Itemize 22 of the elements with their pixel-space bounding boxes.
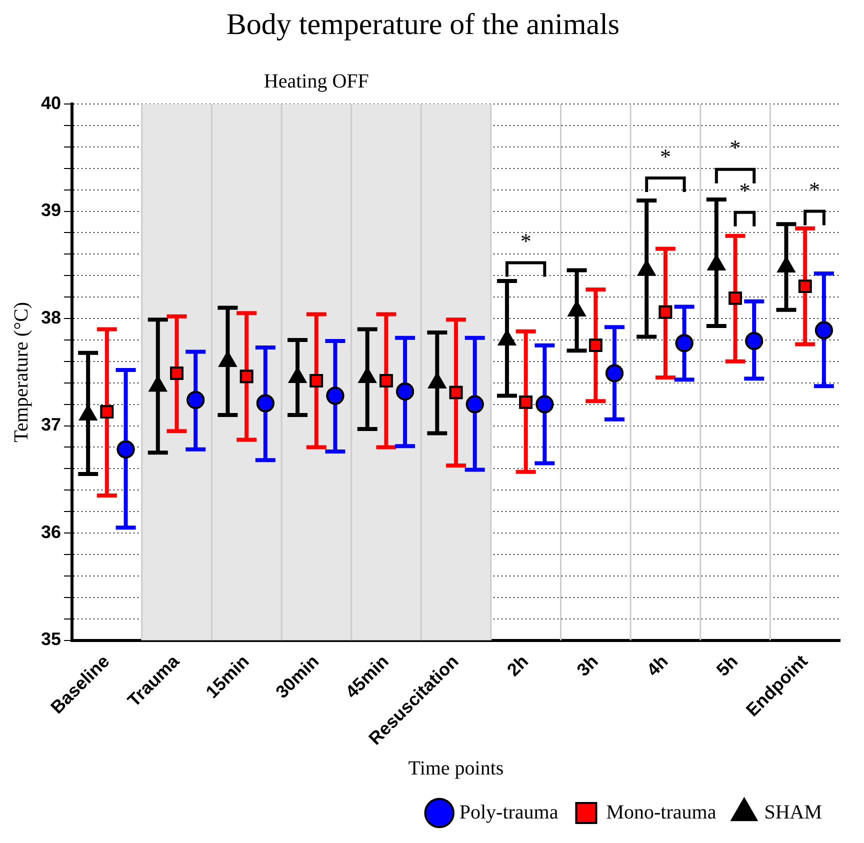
chart-title: Body temperature of the animals	[226, 8, 620, 41]
y-tick-label: 40	[40, 92, 62, 113]
legend-label: Mono-trauma	[606, 801, 716, 824]
y-tick-label: 38	[40, 307, 62, 328]
x-tick-label: 2h	[503, 651, 532, 680]
y-tick-label: 35	[40, 629, 62, 650]
x-tick-label: 3h	[572, 651, 602, 680]
annotation: *	[660, 144, 671, 169]
legend-label: Poly-trauma	[459, 801, 558, 824]
y-tick-label: 37	[40, 414, 62, 435]
x-tick-label: 4h	[642, 651, 672, 680]
x-tick-label: 5h	[712, 651, 742, 680]
annotation: *	[520, 228, 532, 254]
annotation: *	[730, 135, 741, 160]
y-axis-title: Temperature (°C)	[10, 302, 32, 442]
band-label: Heating OFF	[264, 70, 369, 92]
x-axis-title: Time points	[408, 757, 504, 780]
y-tick-label: 39	[40, 200, 62, 220]
y-tick-label: 36	[40, 522, 62, 542]
annotation: *	[809, 177, 820, 202]
annotation: *	[739, 178, 750, 204]
legend-label: SHAM	[764, 801, 822, 824]
